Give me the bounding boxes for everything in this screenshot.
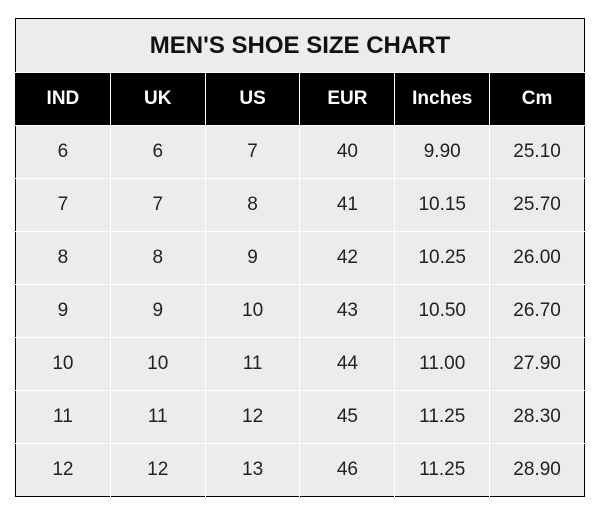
table-cell: 9 — [109, 284, 206, 338]
table-cell: 25.70 — [489, 178, 585, 232]
table-cell: 9 — [15, 284, 111, 338]
table-cell: 10.15 — [394, 178, 490, 232]
table-cell: 10 — [204, 284, 300, 338]
table-cell: 10 — [15, 337, 111, 391]
table-cell: 44 — [299, 337, 395, 391]
table-title: MEN'S SHOE SIZE CHART — [15, 18, 585, 73]
table-cell: 6 — [109, 125, 206, 179]
table-cell: 7 — [204, 125, 300, 179]
column-header: IND — [15, 72, 111, 126]
table-cell: 28.90 — [489, 443, 585, 497]
table-cell: 27.90 — [489, 337, 585, 391]
table-cell: 8 — [15, 231, 111, 285]
column-header: Cm — [489, 72, 585, 126]
table-cell: 10.50 — [394, 284, 490, 338]
table-row: 10 10 11 44 11.00 27.90 — [15, 337, 585, 391]
table-row: 7 7 8 41 10.15 25.70 — [15, 178, 585, 232]
table-row: 8 8 9 42 10.25 26.00 — [15, 231, 585, 285]
table-cell: 12 — [204, 390, 300, 444]
table-cell: 42 — [299, 231, 395, 285]
shoe-size-table: MEN'S SHOE SIZE CHART IND UK US EUR Inches Cm… — [15, 18, 585, 497]
column-header: Inches — [394, 72, 490, 126]
table-cell: 28.30 — [489, 390, 585, 444]
table-cell: 40 — [299, 125, 395, 179]
table-cell: 6 — [15, 125, 111, 179]
table-cell: 9 — [204, 231, 300, 285]
table-cell: 8 — [109, 231, 206, 285]
column-header: US — [204, 72, 300, 126]
table-cell: 41 — [299, 178, 395, 232]
table-cell: 11.25 — [394, 390, 490, 444]
table-cell: 11 — [15, 390, 111, 444]
table-cell: 25.10 — [489, 125, 585, 179]
table-cell: 11.25 — [394, 443, 490, 497]
table-cell: 11 — [204, 337, 300, 391]
table-row: 9 9 10 43 10.50 26.70 — [15, 284, 585, 338]
column-header: EUR — [299, 72, 395, 126]
header-row: IND UK US EUR Inches Cm — [15, 72, 585, 126]
table-cell: 10.25 — [394, 231, 490, 285]
table-row: 12 12 13 46 11.25 28.90 — [15, 443, 585, 497]
table-row: 6 6 7 40 9.90 25.10 — [15, 125, 585, 179]
table-cell: 8 — [204, 178, 300, 232]
table-cell: 7 — [15, 178, 111, 232]
column-header: UK — [109, 72, 206, 126]
table-cell: 11.00 — [394, 337, 490, 391]
table-cell: 11 — [109, 390, 206, 444]
table-cell: 9.90 — [394, 125, 490, 179]
table-cell: 26.00 — [489, 231, 585, 285]
table-cell: 13 — [204, 443, 300, 497]
table-row: 11 11 12 45 11.25 28.30 — [15, 390, 585, 444]
table-cell: 7 — [109, 178, 206, 232]
table-cell: 10 — [109, 337, 206, 391]
table-cell: 12 — [15, 443, 111, 497]
table-cell: 43 — [299, 284, 395, 338]
table-cell: 12 — [109, 443, 206, 497]
table-cell: 46 — [299, 443, 395, 497]
table-cell: 45 — [299, 390, 395, 444]
table-cell: 26.70 — [489, 284, 585, 338]
